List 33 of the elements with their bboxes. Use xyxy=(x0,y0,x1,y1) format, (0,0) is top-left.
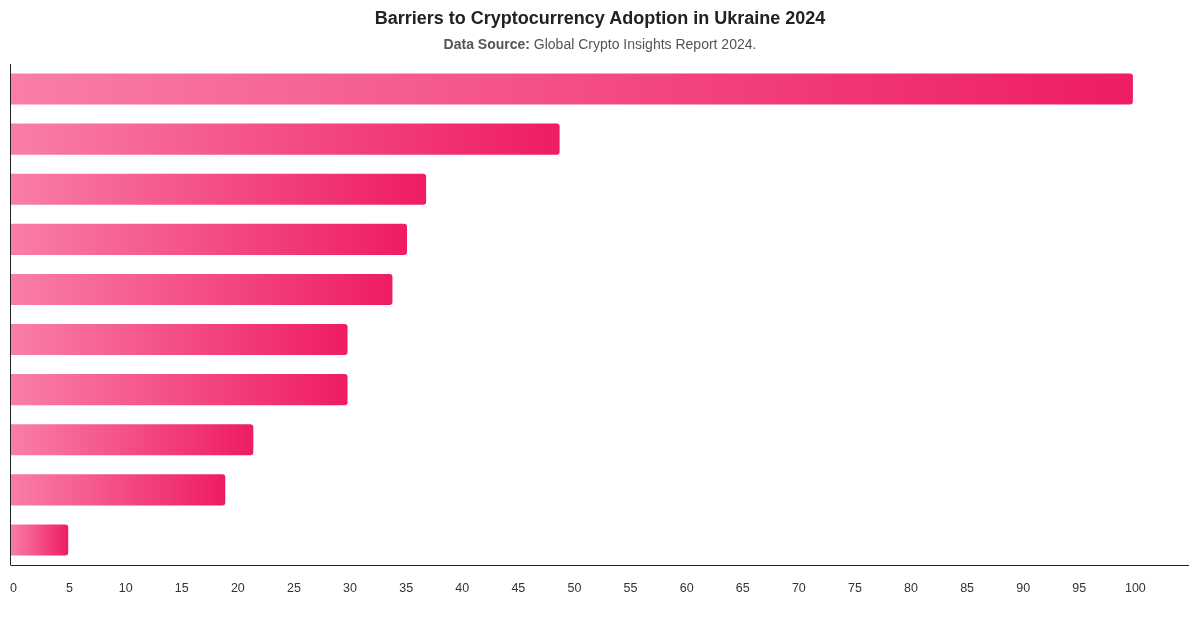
chart-subtitle: Data Source: Global Crypto Insights Report 2024. xyxy=(443,36,757,52)
bar xyxy=(11,374,348,406)
x-tick-label: 35 xyxy=(399,581,414,595)
x-tick-label: 80 xyxy=(904,581,919,595)
x-tick-label: 90 xyxy=(1016,581,1031,595)
bar xyxy=(11,474,226,506)
bar xyxy=(11,324,348,356)
x-tick-label: 30 xyxy=(343,581,358,595)
bar xyxy=(11,424,254,456)
x-tick-label: 95 xyxy=(1072,581,1087,595)
x-tick-label: 85 xyxy=(960,581,975,595)
x-tick-label: 0 xyxy=(10,581,18,595)
x-tick-label: 40 xyxy=(455,581,470,595)
x-tick-label: 60 xyxy=(679,581,694,595)
x-tick-label: 70 xyxy=(791,581,806,595)
x-tick-label: 25 xyxy=(287,581,301,595)
chart-title: Barriers to Cryptocurrency Adoption in Ukraine 2024 xyxy=(374,8,826,28)
bar xyxy=(11,173,427,205)
x-tick-label: 10 xyxy=(118,581,133,595)
x-tick-label: 65 xyxy=(735,581,750,595)
bar xyxy=(11,73,1133,105)
x-tick-label: 100 xyxy=(1124,581,1146,595)
bar xyxy=(11,123,560,155)
x-tick-label: 15 xyxy=(174,581,189,595)
x-tick-label: 20 xyxy=(230,581,245,595)
bar xyxy=(11,223,408,255)
x-tick-label: 75 xyxy=(847,581,862,595)
x-tick-label: 50 xyxy=(567,581,582,595)
x-tick-label: 5 xyxy=(66,581,74,595)
bar xyxy=(11,273,393,305)
bar xyxy=(11,524,69,556)
x-tick-label: 55 xyxy=(623,581,638,595)
x-tick-label: 45 xyxy=(511,581,526,595)
